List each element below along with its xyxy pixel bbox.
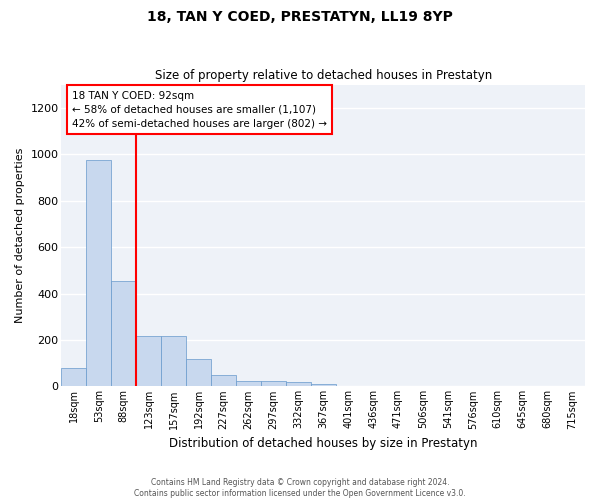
Bar: [261, 382, 286, 386]
Bar: [112, 280, 136, 386]
Bar: [211, 375, 236, 386]
Text: 18 TAN Y COED: 92sqm
← 58% of detached houses are smaller (1,107)
42% of semi-de: 18 TAN Y COED: 92sqm ← 58% of detached h…: [72, 90, 327, 128]
X-axis label: Distribution of detached houses by size in Prestatyn: Distribution of detached houses by size …: [169, 437, 478, 450]
Title: Size of property relative to detached houses in Prestatyn: Size of property relative to detached ho…: [155, 69, 492, 82]
Text: Contains HM Land Registry data © Crown copyright and database right 2024.
Contai: Contains HM Land Registry data © Crown c…: [134, 478, 466, 498]
Bar: [311, 384, 335, 386]
Bar: [236, 380, 261, 386]
Bar: [61, 368, 86, 386]
Text: 18, TAN Y COED, PRESTATYN, LL19 8YP: 18, TAN Y COED, PRESTATYN, LL19 8YP: [147, 10, 453, 24]
Bar: [136, 336, 161, 386]
Bar: [86, 160, 112, 386]
Bar: [186, 358, 211, 386]
Y-axis label: Number of detached properties: Number of detached properties: [15, 148, 25, 323]
Bar: [161, 336, 186, 386]
Bar: [286, 382, 311, 386]
